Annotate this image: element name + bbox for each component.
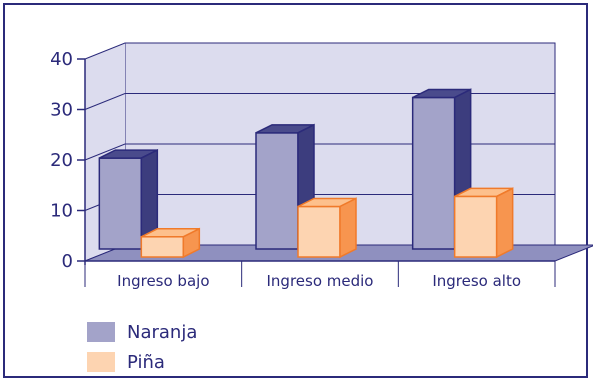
bar-side	[339, 197, 357, 259]
bar-piña-3	[453, 187, 514, 259]
legend-swatch-naranja	[87, 322, 115, 342]
y-tick-labels: 0 10 20 30 40	[50, 49, 73, 272]
y-tick-label: 40	[50, 49, 73, 70]
legend: Naranja Piña	[87, 317, 197, 377]
bar-naranja-1	[98, 148, 159, 251]
grid-line	[84, 42, 555, 60]
bar-piña-2	[297, 197, 357, 259]
bar-front	[255, 132, 299, 250]
bar-front	[297, 205, 341, 258]
x-category-label: Ingreso bajo	[117, 272, 209, 290]
chart-frame: 0 10 20 30 40 Ingreso bajo Ingreso medio Ingre…	[3, 3, 593, 378]
legend-swatch-pina	[87, 352, 115, 372]
bar-front	[140, 236, 185, 258]
bar-piña-1	[140, 227, 201, 259]
grid-line	[84, 143, 555, 161]
legend-label-naranja: Naranja	[127, 321, 198, 343]
bar-front	[411, 96, 456, 250]
x-category-labels: Ingreso bajo Ingreso medio Ingreso alto	[117, 272, 521, 290]
bars	[98, 88, 514, 259]
y-tick-label: 20	[50, 150, 73, 171]
bar-side	[495, 187, 514, 259]
legend-item-pina: Piña	[87, 347, 197, 377]
legend-label-pina: Piña	[127, 351, 165, 373]
y-tick-label: 0	[62, 251, 73, 272]
bar-front	[98, 157, 143, 250]
bar-front	[453, 195, 498, 258]
axes	[77, 58, 556, 287]
grid-line	[84, 93, 555, 110]
legend-item-naranja: Naranja	[87, 317, 197, 347]
y-tick-label: 30	[50, 100, 73, 121]
x-category-label: Ingreso alto	[432, 272, 521, 290]
bar-side	[182, 227, 201, 259]
x-category-label: Ingreso medio	[267, 272, 374, 290]
y-tick-label: 10	[50, 201, 73, 222]
